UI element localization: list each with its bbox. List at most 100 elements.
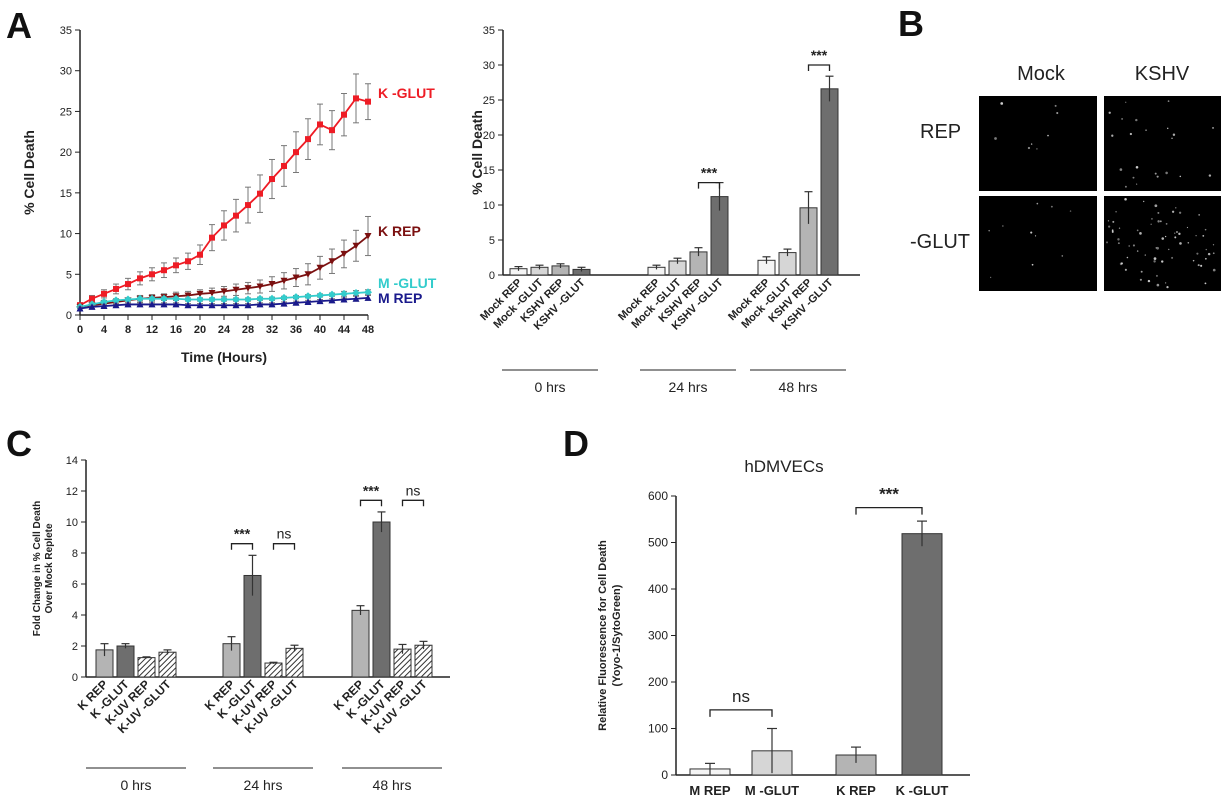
bar-chart-fold-change: 0 2 4 6 8 10 12 14 Fold Change in % Cell Death Ov…	[32, 455, 450, 793]
y-tick-label: 200	[648, 675, 668, 689]
cell-speckle	[1150, 223, 1152, 225]
cell-speckle	[1198, 214, 1201, 216]
y-tick-label: 25	[60, 106, 72, 118]
bar-k-uv-rep	[137, 657, 156, 678]
data-point	[328, 290, 336, 299]
cell-speckle	[1115, 211, 1117, 213]
data-point	[317, 121, 323, 128]
cell-speckle	[1195, 235, 1197, 237]
cell-speckle	[994, 137, 997, 140]
data-point	[172, 300, 180, 308]
bar-k-glut	[372, 521, 391, 678]
data-point	[304, 292, 312, 301]
data-point	[101, 290, 107, 297]
x-tick-label: 0	[77, 324, 83, 336]
cell-speckle	[1178, 211, 1182, 214]
y-tick-label: 25	[483, 95, 495, 107]
significance-bracket	[807, 64, 831, 71]
cell-speckle	[1030, 231, 1033, 234]
data-point	[148, 294, 156, 303]
microscopy-image-mock-rep	[979, 96, 1097, 191]
cell-speckle	[1204, 228, 1207, 231]
data-point	[172, 294, 180, 303]
data-point	[161, 267, 167, 274]
cell-speckle	[1002, 225, 1004, 227]
cell-speckle	[1165, 171, 1168, 175]
bar-chart-hdmvecs: hDMVECs 0 100 200 300 400 500 600 Relative Fluor…	[597, 457, 970, 798]
data-point	[304, 298, 312, 305]
cell-speckle	[1156, 246, 1159, 250]
cell-speckle	[1031, 263, 1034, 266]
cell-speckle	[1204, 257, 1207, 260]
x-tick-label: 12	[146, 324, 158, 336]
cell-speckle	[1047, 134, 1049, 137]
cell-speckle	[1207, 252, 1211, 256]
y-tick-label: 0	[66, 310, 72, 322]
cell-speckle	[1172, 133, 1176, 136]
data-point	[244, 295, 252, 304]
data-point	[280, 277, 288, 285]
x-tick-label: 40	[314, 324, 326, 336]
cell-speckle	[1144, 254, 1146, 256]
significance-bracket	[697, 181, 721, 189]
data-point	[352, 242, 360, 250]
data-point	[232, 301, 240, 309]
y-tick-label: 5	[489, 235, 495, 247]
data-point	[364, 233, 372, 240]
cell-speckle	[1027, 146, 1031, 150]
x-tick-label: 20	[194, 324, 206, 336]
cell-speckle	[1030, 143, 1033, 145]
y-tick-label: 300	[648, 629, 668, 643]
y-tick-label: 30	[483, 60, 495, 72]
data-point	[136, 294, 144, 303]
cell-speckle	[1196, 252, 1199, 255]
y-tick-label: 600	[648, 489, 668, 503]
cell-speckle	[1157, 220, 1160, 223]
cell-speckle	[1154, 172, 1157, 175]
data-point	[209, 234, 215, 241]
cell-speckle	[1125, 101, 1127, 103]
cell-speckle	[1036, 202, 1039, 205]
data-point	[185, 258, 191, 265]
cell-speckle	[1204, 282, 1207, 285]
data-point	[184, 301, 192, 309]
data-point	[268, 294, 276, 303]
y-tick-label: 0	[489, 270, 495, 282]
category-label: M REP	[689, 783, 731, 798]
microscopy-row-label-glut: -GLUT	[910, 231, 970, 253]
data-point	[292, 299, 300, 306]
cell-speckle	[1186, 226, 1189, 229]
cell-speckle	[1136, 250, 1139, 252]
panel-letter-a: A	[6, 5, 32, 46]
y-axis-label: % Cell Death	[469, 110, 485, 195]
x-tick-label: 8	[125, 324, 131, 336]
data-point	[220, 288, 228, 295]
significance-label: ns	[732, 687, 750, 706]
data-point	[364, 288, 372, 297]
chart-title: hDMVECs	[744, 457, 823, 476]
y-tick-label: 6	[72, 579, 78, 591]
significance-label: ns	[277, 526, 292, 542]
data-point	[269, 176, 275, 183]
bar-kshv-glut	[820, 88, 839, 276]
cell-speckle	[1166, 127, 1169, 130]
cell-speckle	[1145, 129, 1147, 131]
data-point	[112, 301, 120, 309]
data-point	[280, 300, 288, 307]
cell-speckle	[1120, 262, 1123, 265]
data-point	[112, 296, 120, 305]
cell-speckle	[1153, 257, 1157, 261]
y-tick-label: 15	[60, 188, 72, 200]
data-point	[305, 136, 311, 143]
series-m-glut	[76, 288, 372, 311]
cell-speckle	[1161, 260, 1164, 263]
data-point	[233, 212, 239, 219]
group-label: 24 hrs	[669, 379, 708, 395]
cell-speckle	[1136, 183, 1138, 185]
microscopy-row-label-rep: REP	[920, 121, 961, 143]
